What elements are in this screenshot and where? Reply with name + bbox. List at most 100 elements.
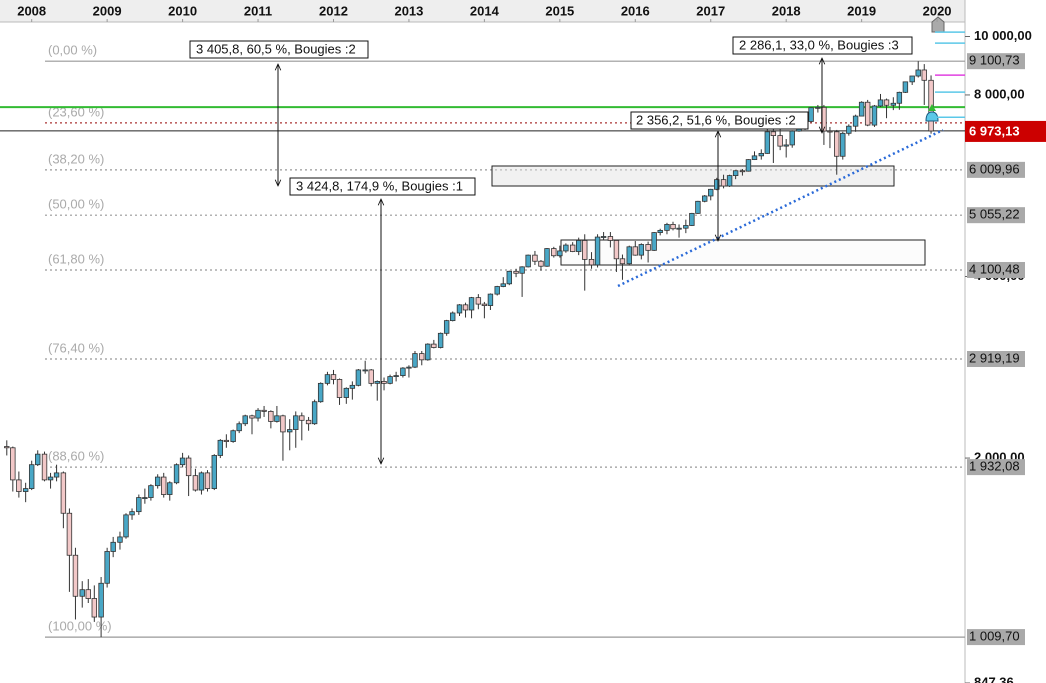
candle-body	[343, 387, 350, 398]
candle-body	[198, 472, 205, 491]
fib-value-label: 9 100,73	[969, 53, 1020, 68]
fib-value-label: 4 100,48	[969, 261, 1020, 276]
y-tick-label: 8 000,00	[974, 86, 1025, 101]
candle-body	[287, 429, 293, 433]
candle-body	[129, 511, 135, 516]
annotation-box	[630, 111, 809, 130]
candle-body	[532, 254, 538, 262]
fib-value-label: 5 055,22	[969, 207, 1020, 222]
candle-body	[739, 170, 746, 173]
candle-body	[22, 488, 29, 492]
candle-body	[815, 106, 821, 109]
alert-triangle	[928, 104, 936, 111]
candle-body	[236, 423, 242, 432]
annotation: 2 286,1, 33,0 %, Bougies :3	[739, 37, 899, 52]
fib-value-label: 1 009,70	[969, 629, 1020, 644]
candle-body	[726, 175, 733, 187]
candle-body	[117, 536, 123, 543]
candle-body	[324, 374, 331, 384]
candle-body	[79, 589, 85, 597]
candle-body	[896, 91, 903, 104]
candle-body	[255, 409, 261, 419]
candle-body	[538, 260, 544, 267]
fib-ratio-label: (38,20 %)	[48, 151, 104, 166]
candle-body	[456, 304, 463, 314]
candle-body	[173, 464, 180, 484]
candle-body	[72, 554, 79, 597]
candle-body	[751, 155, 758, 161]
candle-body	[468, 297, 475, 311]
candle-body	[368, 369, 374, 384]
candle-body	[777, 135, 783, 147]
candle-body	[689, 212, 695, 226]
candle-body	[921, 69, 927, 81]
candle-body	[299, 415, 305, 421]
candle-body	[481, 303, 488, 306]
candle-body	[928, 79, 934, 132]
candle-body	[123, 514, 129, 538]
candle-body	[10, 447, 16, 481]
candle-body	[179, 457, 186, 466]
last-price-label: 6 973,13	[969, 123, 1020, 138]
candle-body	[670, 224, 676, 230]
candle-body	[657, 229, 663, 233]
candle-body	[387, 376, 393, 384]
x-tick-label: 2014	[470, 3, 500, 18]
candle-body	[783, 144, 789, 147]
candle-body	[487, 293, 494, 306]
candle-body	[626, 246, 632, 265]
candle-body	[293, 415, 299, 430]
candle-body	[732, 170, 739, 176]
candle-body	[745, 159, 752, 172]
candle-body	[261, 409, 267, 412]
fib-value-box	[967, 459, 1025, 476]
candle-body	[852, 115, 859, 127]
annotation-box	[289, 177, 476, 196]
candle-body	[35, 453, 41, 466]
candle-body	[412, 353, 418, 368]
candle-body	[330, 374, 337, 380]
candle-body	[607, 236, 614, 241]
zone-box	[491, 165, 895, 187]
candle-body	[871, 105, 878, 126]
candle-body	[419, 353, 425, 361]
candle-body	[167, 482, 173, 495]
candle-body	[349, 384, 356, 389]
candle-body	[909, 75, 915, 83]
x-tick-label: 2010	[168, 3, 197, 18]
candle-body	[575, 240, 582, 252]
candle-body	[764, 131, 771, 154]
candle-body	[877, 99, 884, 107]
candle-body	[60, 472, 67, 514]
candle-body	[519, 266, 525, 274]
candle-body	[437, 332, 444, 348]
alert-bell	[925, 111, 939, 122]
candle-body	[53, 472, 60, 478]
x-tick-label: 2009	[93, 3, 122, 18]
fib-ratio-label: (61,80 %)	[48, 251, 104, 266]
candle-body	[770, 131, 777, 136]
candle-body	[230, 430, 236, 442]
candle-body	[425, 343, 431, 361]
candle-body	[834, 131, 840, 157]
y-tick-label: 10 000,00	[974, 28, 1032, 43]
candle-body	[557, 250, 563, 257]
candle-body	[864, 101, 871, 126]
x-tick-label: 2011	[244, 3, 272, 18]
candle-body	[305, 419, 312, 425]
candle-body	[443, 320, 450, 334]
candle-body	[192, 475, 199, 491]
candle-body	[638, 244, 645, 256]
candle-body	[475, 297, 482, 305]
candle-body	[406, 366, 412, 369]
candle-body	[311, 401, 318, 425]
trend-line	[617, 128, 944, 288]
candle-body	[449, 312, 456, 322]
candle-body	[136, 497, 142, 513]
candle-body	[204, 472, 211, 489]
x-tick-label: 2016	[621, 3, 650, 18]
fib-ratio-label: (100,00 %)	[48, 619, 112, 634]
candle-body	[98, 582, 104, 618]
